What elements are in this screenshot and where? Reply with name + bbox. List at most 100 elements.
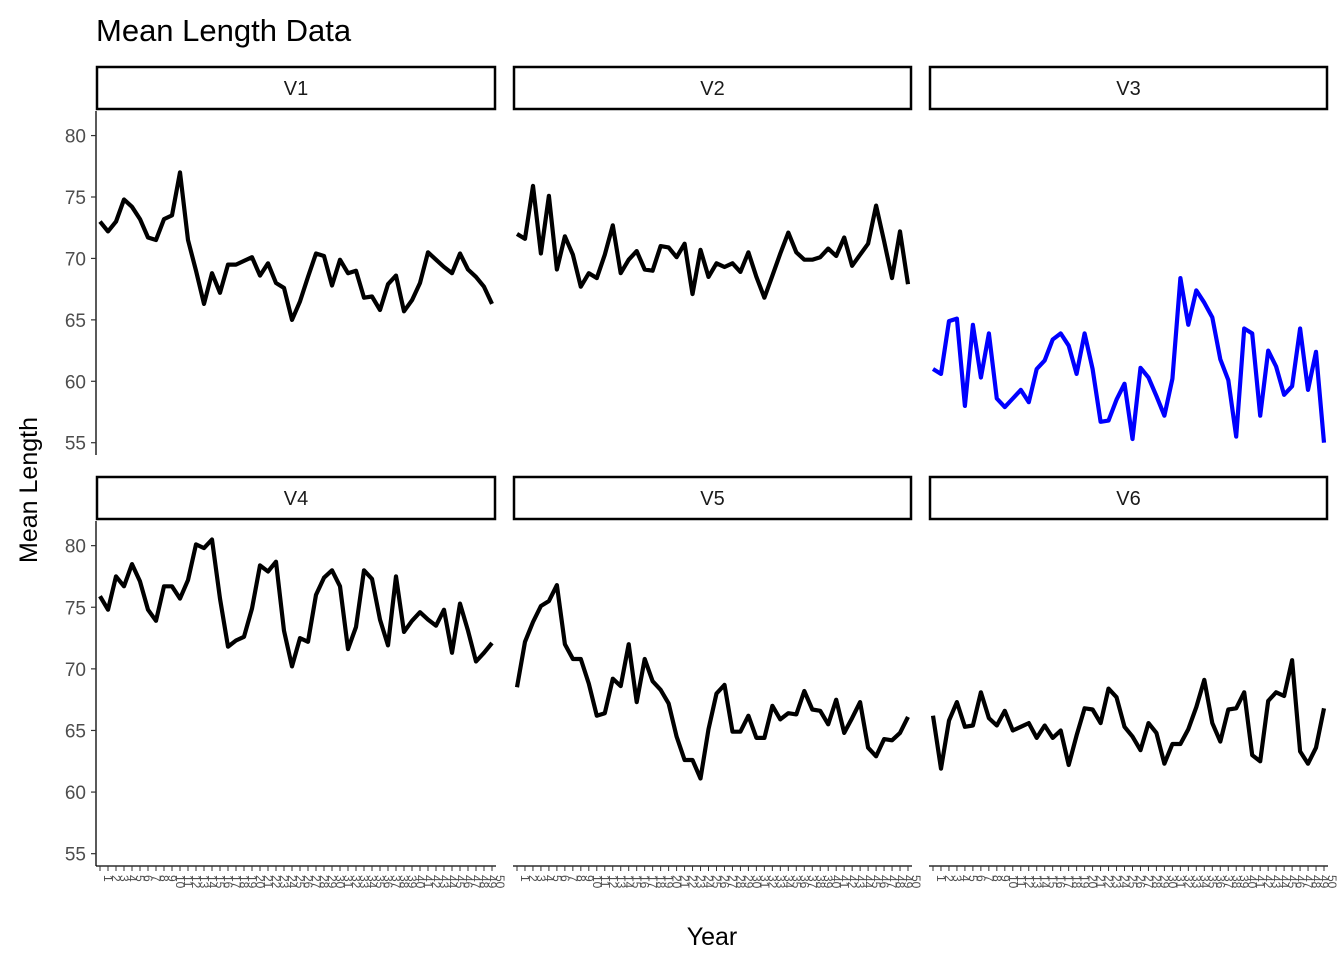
x-tick-label: 1 xyxy=(518,875,532,882)
x-tick-label: 17 xyxy=(646,875,660,889)
x-tick-label: 44 xyxy=(861,875,875,889)
x-tick-label: 3 xyxy=(117,875,131,882)
x-tick-label: 20 xyxy=(253,875,267,889)
x-tick-label: 7 xyxy=(982,875,996,882)
facet-strip-label: V5 xyxy=(700,488,724,510)
x-tick-label: 7 xyxy=(149,875,163,882)
facet-strip-v2 xyxy=(512,65,913,111)
y-tick-label: 60 xyxy=(65,372,86,393)
x-tick-label: 34 xyxy=(1197,875,1211,889)
x-tick-label: 15 xyxy=(213,875,227,889)
facet-strip-label: V4 xyxy=(284,488,308,510)
x-tick-label: 4 xyxy=(125,875,139,882)
x-tick-label: 29 xyxy=(325,875,339,889)
x-tick-label: 20 xyxy=(670,875,684,889)
series-line-v2 xyxy=(515,183,911,300)
chart-title: Mean Length Data xyxy=(96,13,352,48)
x-tick-label: 28 xyxy=(317,875,331,889)
facet-strip-v6 xyxy=(928,475,1329,521)
y-tick-label: 80 xyxy=(65,127,86,148)
x-tick-label: 4 xyxy=(542,875,556,882)
x-tick-label: 9 xyxy=(998,875,1012,882)
x-tick-label: 48 xyxy=(893,875,907,889)
x-tick-label: 5 xyxy=(966,875,980,882)
y-tick-label: 65 xyxy=(65,311,86,332)
x-tick-label: 10 xyxy=(590,875,604,889)
x-tick-label: 16 xyxy=(638,875,652,889)
y-tick-label: 75 xyxy=(65,598,86,619)
x-tick-label: 47 xyxy=(885,875,899,889)
series-line-v5 xyxy=(514,582,910,781)
x-tick-label: 18 xyxy=(237,875,251,889)
x-tick-label: 11 xyxy=(1014,875,1028,888)
x-tick-label: 25 xyxy=(293,875,307,889)
y-tick-label: 70 xyxy=(65,660,86,681)
x-tick-label: 45 xyxy=(869,875,883,889)
x-tick-label: 22 xyxy=(686,875,700,889)
x-tick-label: 36 xyxy=(1213,875,1227,889)
x-tick-label: 3 xyxy=(950,875,964,882)
series-line-v4 xyxy=(98,537,494,669)
y-tick-label: 70 xyxy=(65,249,86,270)
x-tick-label: 1 xyxy=(934,875,948,882)
x-tick-label: 8 xyxy=(157,875,171,882)
x-tick-label: 24 xyxy=(285,875,299,889)
x-tick-label: 13 xyxy=(197,875,211,889)
x-tick-label: 21 xyxy=(1094,875,1108,889)
x-tick-label: 21 xyxy=(678,875,692,889)
x-tick-label: 11 xyxy=(181,875,195,888)
x-tick-label: 38 xyxy=(813,875,827,889)
x-tick-label: 18 xyxy=(654,875,668,889)
x-tick-label: 36 xyxy=(797,875,811,889)
x-tick-label: 13 xyxy=(614,875,628,889)
x-tick-label: 8 xyxy=(990,875,1004,882)
x-tick-label: 6 xyxy=(141,875,155,882)
x-tick-label: 7 xyxy=(566,875,580,882)
x-tick-label: 39 xyxy=(1237,875,1251,889)
x-tick-label: 6 xyxy=(974,875,988,882)
x-tick-label: 17 xyxy=(1062,875,1076,889)
x-tick-label: 25 xyxy=(1126,875,1140,889)
series-line-v6 xyxy=(930,658,1327,771)
x-tick-label: 16 xyxy=(1054,875,1068,889)
x-tick-label: 26 xyxy=(301,875,315,889)
x-tick-label: 32 xyxy=(765,875,779,889)
x-tick-label: 28 xyxy=(1149,875,1163,889)
x-tick-label: 37 xyxy=(805,875,819,889)
x-tick-label: 23 xyxy=(694,875,708,889)
x-tick-label: 45 xyxy=(1285,875,1299,889)
x-tick-label: 13 xyxy=(1030,875,1044,889)
x-tick-label: 21 xyxy=(261,875,275,889)
x-tick-label: 41 xyxy=(421,875,435,889)
x-tick-label: 39 xyxy=(821,875,835,889)
x-tick-label: 33 xyxy=(773,875,787,889)
x-tick-label: 34 xyxy=(365,875,379,889)
x-tick-label: 20 xyxy=(1086,875,1100,889)
x-tick-label: 14 xyxy=(205,875,219,889)
x-axis-title: Year xyxy=(687,923,738,951)
x-tick-label: 38 xyxy=(397,875,411,889)
x-tick-label: 3 xyxy=(534,875,548,882)
x-tick-label: 45 xyxy=(453,875,467,889)
x-tick-label: 43 xyxy=(437,875,451,889)
x-tick-label: 46 xyxy=(1293,875,1307,889)
x-tick-label: 41 xyxy=(1253,875,1267,889)
x-tick-label: 35 xyxy=(1205,875,1219,889)
x-tick-label: 30 xyxy=(1165,875,1179,889)
y-tick-label: 55 xyxy=(65,845,86,866)
facet-strip-label: V1 xyxy=(284,78,308,100)
x-tick-label: 15 xyxy=(630,875,644,889)
x-tick-label: 46 xyxy=(877,875,891,889)
facet-strip-v3 xyxy=(928,65,1329,111)
x-tick-label: 32 xyxy=(1181,875,1195,889)
x-tick-label: 10 xyxy=(173,875,187,889)
x-tick-label: 11 xyxy=(598,875,612,888)
x-tick-label: 42 xyxy=(429,875,443,889)
x-tick-label: 12 xyxy=(606,875,620,889)
x-tick-label: 42 xyxy=(845,875,859,889)
facet-strip-v4 xyxy=(95,475,497,521)
x-tick-label: 49 xyxy=(485,875,499,889)
facet-strip-label: V6 xyxy=(1116,488,1140,510)
y-tick-label: 60 xyxy=(65,783,86,804)
x-tick-label: 29 xyxy=(1157,875,1171,889)
